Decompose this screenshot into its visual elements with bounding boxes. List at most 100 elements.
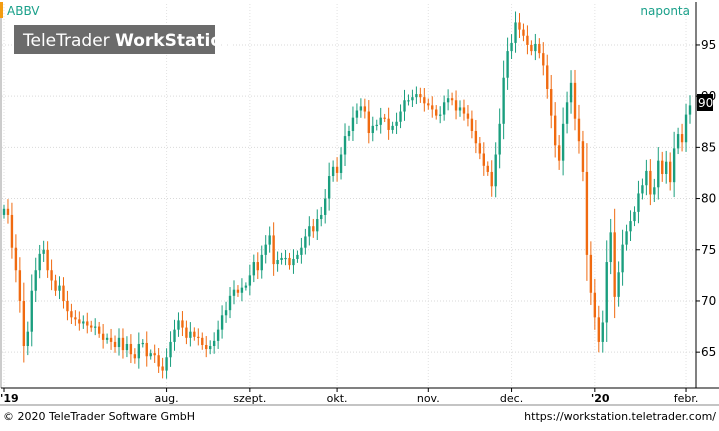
- candle-body: [228, 295, 232, 311]
- candle-body: [252, 262, 256, 276]
- candle-body: [625, 231, 628, 245]
- candle-body: [641, 185, 644, 194]
- candle-body: [649, 170, 652, 195]
- candle-body: [268, 235, 271, 245]
- candle-body: [645, 170, 648, 186]
- candle-body: [450, 98, 454, 101]
- copyright-text: © 2020 TeleTrader Software GmbH: [3, 410, 195, 423]
- candle-body: [672, 148, 676, 183]
- candle-body: [478, 143, 482, 154]
- candle-body: [573, 82, 577, 119]
- candle-body: [621, 244, 624, 273]
- candle-body: [256, 262, 259, 271]
- candle-body: [157, 355, 160, 367]
- candle-body: [494, 154, 497, 187]
- candle-body: [474, 130, 478, 144]
- candle-body: [375, 124, 378, 127]
- candle-body: [462, 107, 466, 114]
- candle-body: [300, 247, 303, 255]
- candle-body: [272, 235, 275, 265]
- candle-body: [335, 166, 339, 173]
- candle-body: [133, 354, 137, 359]
- x-tick-label: '19: [0, 392, 19, 405]
- candle-body: [577, 118, 581, 142]
- candle-body: [161, 366, 164, 371]
- candle-body: [22, 300, 26, 347]
- candle-body: [538, 43, 541, 54]
- candle-body: [502, 77, 505, 124]
- candle-body: [296, 254, 299, 259]
- candle-body: [86, 321, 89, 326]
- x-tick-label: '20: [591, 392, 610, 405]
- candle-body: [105, 337, 109, 340]
- candle-body: [399, 111, 402, 122]
- candle-body: [431, 105, 434, 110]
- candle-body: [553, 115, 557, 146]
- candle-body: [58, 285, 61, 291]
- candle-body: [2, 208, 6, 215]
- candle-body: [411, 97, 414, 101]
- candle-body: [197, 336, 200, 338]
- candle-body: [534, 43, 537, 52]
- candle-body: [605, 262, 608, 323]
- brand-badge: [14, 25, 215, 54]
- candle-body: [54, 280, 57, 291]
- candle-body: [561, 123, 565, 161]
- candle-body: [74, 317, 77, 320]
- candle-body: [292, 258, 295, 266]
- header-accent-bar: [0, 2, 3, 18]
- y-axis-ticks: 65 70 75 80 85 90 95: [696, 38, 716, 359]
- candle-body: [6, 208, 10, 215]
- candle-body: [383, 117, 386, 119]
- candle-body: [339, 154, 343, 173]
- candle-body: [482, 153, 485, 166]
- y-tick-label: 95: [701, 38, 716, 52]
- candle-body: [193, 331, 196, 337]
- candle-body: [633, 211, 636, 222]
- candle-body: [565, 102, 569, 124]
- candle-body: [97, 326, 101, 334]
- source-url[interactable]: https://workstation.teletrader.com/: [524, 410, 716, 423]
- candle-body: [70, 311, 73, 318]
- candle-body: [427, 103, 430, 106]
- candle-body: [661, 160, 664, 174]
- candle-body: [371, 125, 374, 134]
- candle-body: [351, 117, 355, 131]
- candle-body: [312, 226, 315, 232]
- candle-body: [680, 134, 684, 143]
- candle-body: [78, 319, 81, 324]
- candle-body: [403, 100, 406, 112]
- candle-body: [585, 171, 589, 255]
- candle-body: [522, 29, 525, 36]
- candle-body: [676, 134, 680, 149]
- candle-body: [236, 289, 240, 293]
- candle-body: [367, 111, 370, 134]
- candle-body: [629, 221, 632, 232]
- candle-body: [181, 320, 184, 328]
- candle-body: [458, 107, 462, 111]
- candle-body: [276, 260, 279, 265]
- candle-body: [264, 244, 267, 255]
- candle-body: [320, 214, 323, 220]
- x-tick-label: dec.: [500, 392, 523, 405]
- candle-body: [50, 270, 53, 281]
- y-tick-label: 80: [701, 192, 716, 206]
- candle-body: [601, 322, 604, 342]
- candle-body: [343, 136, 347, 155]
- y-tick-label: 75: [701, 243, 716, 257]
- candle-body: [90, 325, 93, 328]
- candle-body: [510, 42, 513, 52]
- candle-body: [637, 193, 640, 212]
- candle-body: [617, 272, 620, 297]
- x-tick-label: nov.: [417, 392, 440, 405]
- candle-body: [244, 285, 248, 288]
- candle-body: [18, 270, 22, 301]
- candle-body: [117, 337, 121, 348]
- candle-body: [387, 118, 390, 130]
- candle-body: [280, 257, 283, 260]
- candle-body: [668, 161, 672, 183]
- candle-body: [653, 187, 656, 195]
- candle-body: [201, 337, 204, 345]
